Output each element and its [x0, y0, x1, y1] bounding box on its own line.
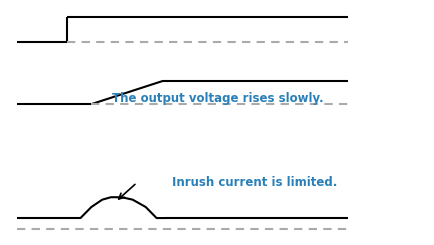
Text: The output voltage rises slowly.: The output voltage rises slowly.	[112, 91, 322, 105]
Text: Inrush current is limited.: Inrush current is limited.	[171, 176, 336, 189]
